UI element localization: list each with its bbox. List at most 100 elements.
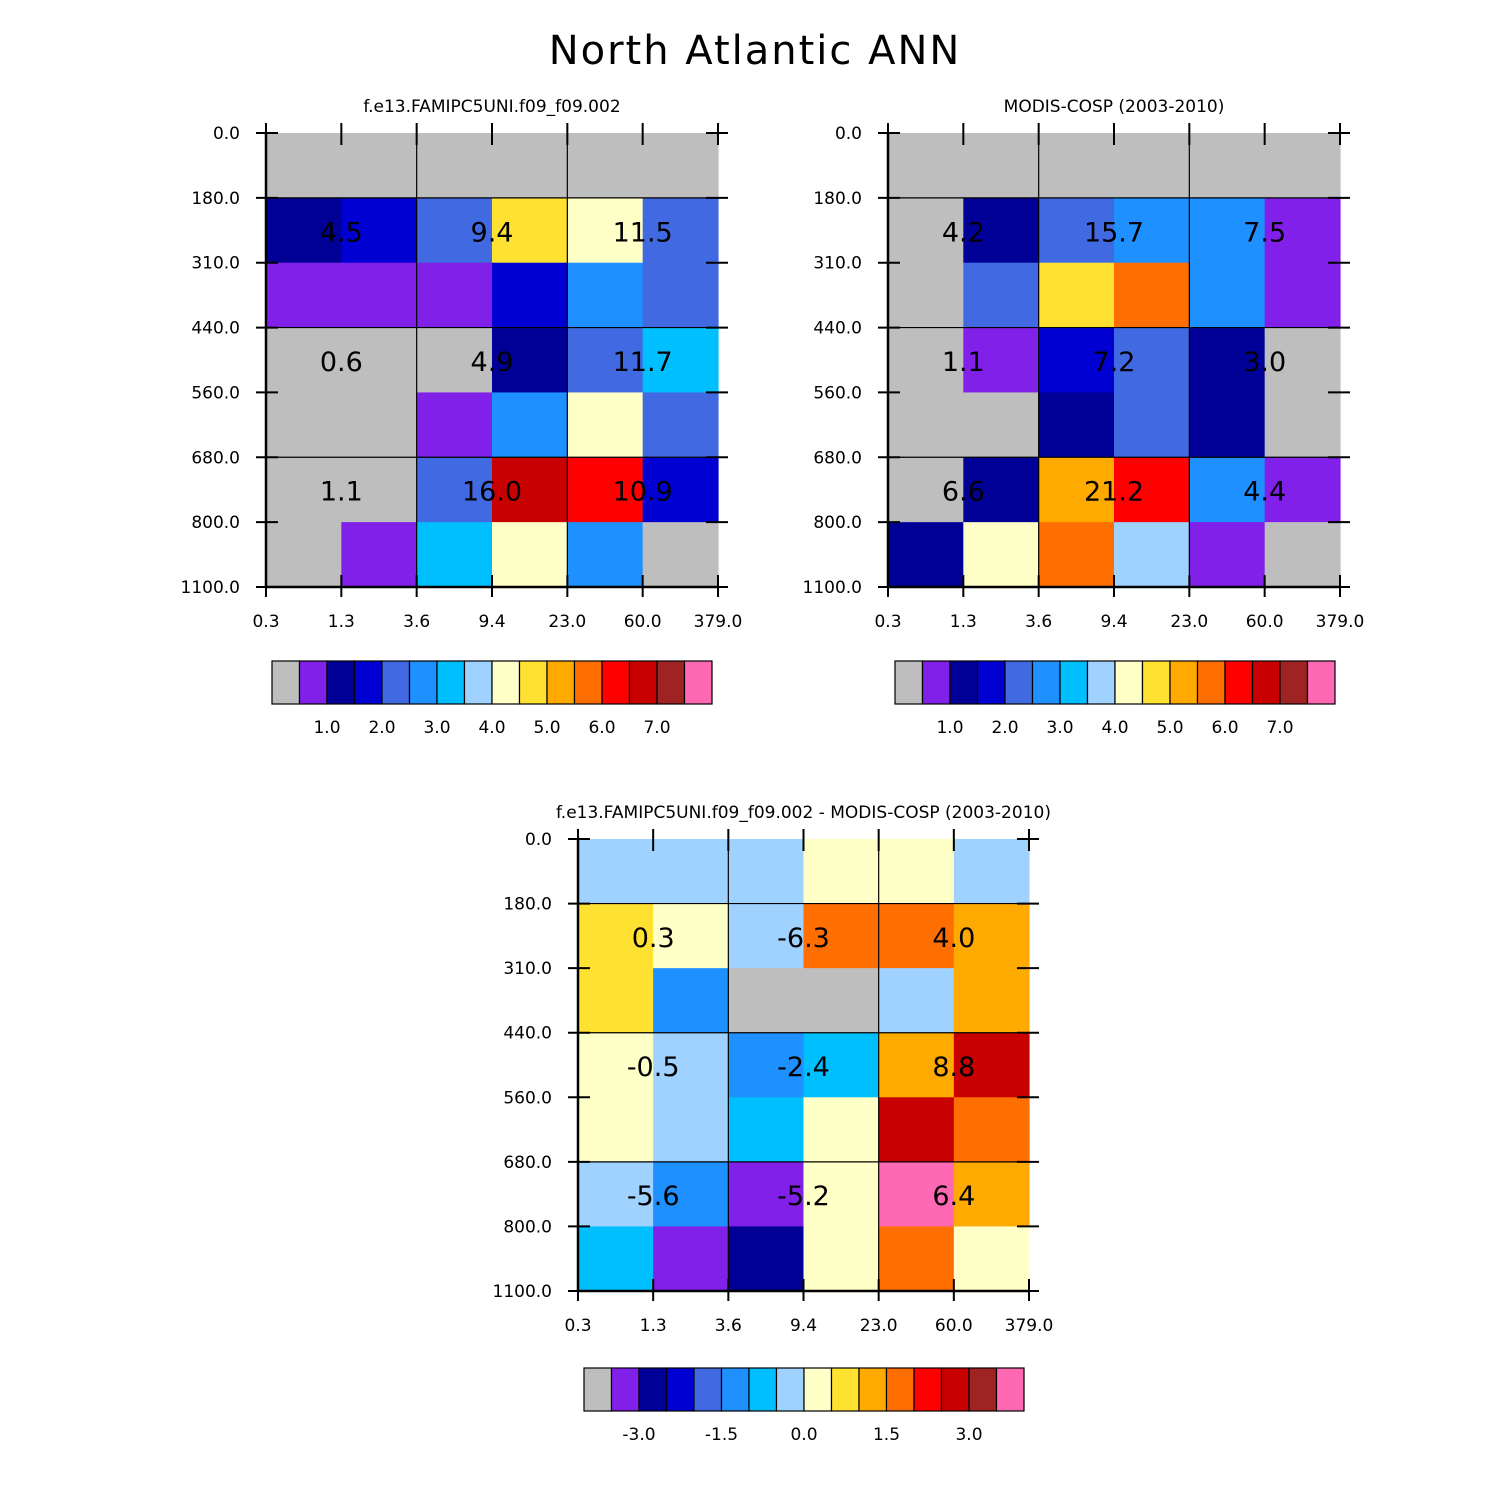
diff-cell bbox=[803, 1097, 880, 1163]
diff-cell bbox=[878, 839, 955, 905]
diff-y-tick-label: 800.0 bbox=[503, 1217, 552, 1237]
obs-cell bbox=[1114, 133, 1190, 199]
model-y-tick-label: 440.0 bbox=[191, 319, 240, 339]
diff-colorbar-box bbox=[858, 1367, 888, 1412]
diff-y-tick-label: 560.0 bbox=[503, 1088, 552, 1108]
obs-x-tick-label: 60.0 bbox=[1246, 612, 1284, 632]
obs-x-tick-label: 1.3 bbox=[950, 612, 977, 632]
obs-cell bbox=[1264, 262, 1341, 329]
model-y-tick-label: 0.0 bbox=[213, 124, 240, 144]
diff-cell bbox=[803, 1032, 880, 1098]
diff-cell bbox=[578, 1226, 654, 1292]
diff-value-label: -6.3 bbox=[777, 923, 830, 954]
model-colorbar-box bbox=[573, 660, 603, 705]
diff-cell bbox=[803, 903, 880, 969]
diff-cell bbox=[578, 1032, 654, 1098]
obs-x-tick-label: 0.3 bbox=[874, 612, 901, 632]
model-cell bbox=[492, 133, 568, 199]
obs-y-tick-label: 1100.0 bbox=[803, 578, 862, 598]
obs-cell bbox=[1189, 262, 1266, 329]
model-cell bbox=[341, 133, 418, 199]
obs-cell bbox=[1038, 133, 1115, 199]
model-colorbar-box bbox=[546, 660, 576, 705]
diff-cell bbox=[953, 1226, 1030, 1292]
panel-title-model: f.e13.FAMIPC5UNI.f09_f09.002 bbox=[363, 97, 621, 117]
obs-cell bbox=[1038, 262, 1115, 329]
model-colorbar-box bbox=[683, 660, 713, 705]
obs-cell bbox=[1038, 457, 1115, 523]
model-y-tick-label: 310.0 bbox=[191, 254, 240, 274]
obs-colorbar-box bbox=[1169, 660, 1199, 705]
model-colorbar-box bbox=[298, 660, 328, 705]
model-colorbar-box bbox=[326, 660, 356, 705]
diff-cell bbox=[578, 839, 654, 905]
model-x-tick-label: 1.3 bbox=[328, 612, 355, 632]
diff-x-tick-label: 9.4 bbox=[790, 1316, 817, 1336]
model-colorbar-label: 1.0 bbox=[313, 718, 340, 738]
diff-cell bbox=[653, 903, 729, 969]
obs-cell bbox=[888, 262, 964, 329]
model-cell bbox=[341, 457, 418, 523]
diff-cell bbox=[878, 1161, 955, 1228]
model-x-tick-label: 379.0 bbox=[694, 612, 743, 632]
diff-cell bbox=[653, 968, 729, 1034]
obs-y-tick-label: 180.0 bbox=[813, 189, 862, 209]
model-cell bbox=[416, 262, 493, 329]
obs-cell bbox=[888, 392, 964, 458]
obs-colorbar-box bbox=[921, 660, 951, 705]
diff-cell bbox=[953, 903, 1030, 969]
diff-colorbar-box bbox=[913, 1367, 943, 1412]
obs-colorbar-box bbox=[1279, 660, 1309, 705]
diff-value-label: -0.5 bbox=[627, 1052, 680, 1083]
obs-x-tick-label: 9.4 bbox=[1100, 612, 1127, 632]
model-cell bbox=[492, 522, 568, 588]
diff-cell bbox=[653, 1161, 729, 1228]
model-colorbar-box bbox=[271, 660, 301, 705]
obs-cell bbox=[1189, 457, 1266, 523]
diff-cell bbox=[953, 839, 1030, 905]
model-colorbar-box bbox=[381, 660, 411, 705]
obs-x-tick-label: 3.6 bbox=[1025, 612, 1052, 632]
obs-value-label: 3.0 bbox=[1243, 347, 1286, 378]
model-value-label: 11.7 bbox=[613, 347, 673, 378]
diff-colorbar-box bbox=[775, 1367, 805, 1412]
diff-cell bbox=[878, 1032, 955, 1098]
diff-colorbar-box bbox=[803, 1367, 833, 1412]
diff-cell bbox=[803, 968, 880, 1034]
diff-x-tick-label: 3.6 bbox=[715, 1316, 742, 1336]
obs-colorbar-box bbox=[1141, 660, 1171, 705]
obs-x-tick-label: 23.0 bbox=[1170, 612, 1208, 632]
diff-colorbar-label: 0.0 bbox=[790, 1425, 817, 1445]
obs-cell bbox=[1114, 392, 1190, 458]
model-x-tick-label: 9.4 bbox=[478, 612, 505, 632]
obs-y-tick-label: 310.0 bbox=[813, 254, 862, 274]
diff-cell bbox=[953, 1097, 1030, 1163]
diff-colorbar-box bbox=[830, 1367, 860, 1412]
obs-colorbar-label: 5.0 bbox=[1156, 718, 1183, 738]
obs-cell bbox=[1189, 327, 1266, 394]
diff-colorbar-box bbox=[995, 1367, 1025, 1412]
model-colorbar-label: 3.0 bbox=[423, 718, 450, 738]
obs-colorbar-box bbox=[1004, 660, 1034, 705]
model-colorbar-label: 5.0 bbox=[533, 718, 560, 738]
obs-colorbar-label: 7.0 bbox=[1266, 718, 1293, 738]
diff-colorbar-label: 1.5 bbox=[873, 1425, 900, 1445]
diff-cell bbox=[728, 1032, 805, 1098]
obs-colorbar-box bbox=[1306, 660, 1336, 705]
model-y-tick-label: 560.0 bbox=[191, 383, 240, 403]
obs-cell bbox=[1114, 262, 1190, 329]
obs-cell bbox=[963, 197, 1040, 264]
model-cell bbox=[341, 522, 418, 588]
model-cell bbox=[567, 522, 644, 588]
diff-colorbar-box bbox=[720, 1367, 750, 1412]
model-cell bbox=[642, 133, 719, 199]
obs-cell bbox=[963, 392, 1040, 458]
model-cell bbox=[266, 457, 342, 523]
diff-x-tick-label: 60.0 bbox=[935, 1316, 973, 1336]
diff-colorbar-label: 3.0 bbox=[955, 1425, 982, 1445]
model-cell bbox=[266, 327, 342, 394]
diff-cell bbox=[653, 1226, 729, 1292]
obs-cell bbox=[963, 262, 1040, 329]
model-value-label: 1.1 bbox=[320, 477, 363, 508]
obs-cell bbox=[963, 133, 1040, 199]
